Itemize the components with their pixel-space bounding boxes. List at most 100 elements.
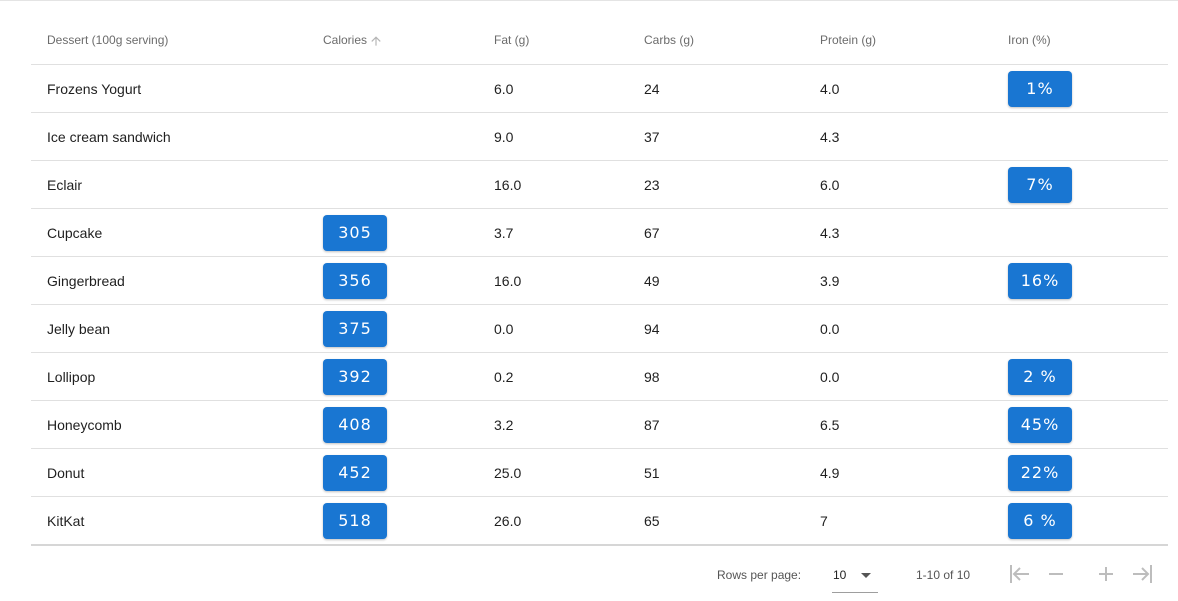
header-iron[interactable]: Iron (%) (1008, 16, 1168, 65)
table-row[interactable]: Jelly bean 375 0.0 94 0.0 (31, 304, 1168, 353)
minus-icon[interactable] (1044, 562, 1068, 586)
cell-iron: 16% (1008, 256, 1168, 305)
protein-value: 0.0 (820, 368, 840, 385)
fat-value: 3.2 (494, 416, 514, 433)
carbs-value: 51 (644, 464, 660, 481)
table-row[interactable]: Frozens Yogurt 6.0 24 4.0 1% (31, 64, 1168, 113)
header-calories[interactable]: Calories (323, 16, 494, 65)
table-row[interactable]: Eclair 16.0 23 6.0 7% (31, 160, 1168, 209)
table-row[interactable]: Honeycomb 408 3.2 87 6.5 45% (31, 400, 1168, 449)
iron-badge[interactable]: 16% (1008, 262, 1072, 299)
carbs-value: 98 (644, 368, 660, 385)
cell-calories: 305 (323, 208, 494, 257)
cell-iron: 7% (1008, 160, 1168, 209)
carbs-value: 24 (644, 80, 660, 97)
cell-fat: 16.0 (494, 256, 644, 305)
name-value: Frozens Yogurt (47, 80, 142, 97)
protein-value: 4.3 (820, 128, 840, 145)
cell-protein: 6.0 (820, 160, 1008, 209)
cell-carbs: 67 (644, 208, 820, 257)
table-header-row: Dessert (100g serving) Calories Fat (g) … (31, 16, 1168, 65)
table-row[interactable]: Cupcake 305 3.7 67 4.3 (31, 208, 1168, 257)
header-protein[interactable]: Protein (g) (820, 16, 1008, 65)
table-row[interactable]: Gingerbread 356 16.0 49 3.9 16% (31, 256, 1168, 305)
header-carbs[interactable]: Carbs (g) (644, 16, 820, 65)
plus-icon[interactable] (1094, 562, 1118, 586)
cell-fat: 3.7 (494, 208, 644, 257)
protein-value: 6.5 (820, 416, 840, 433)
carbs-value: 49 (644, 272, 660, 289)
cell-iron: 2 % (1008, 352, 1168, 401)
cell-carbs: 51 (644, 448, 820, 497)
calories-badge[interactable]: 452 (323, 454, 387, 491)
cell-carbs: 94 (644, 304, 820, 353)
protein-value: 6.0 (820, 176, 840, 193)
cell-dessert: Donut (31, 448, 323, 497)
cell-iron: 1% (1008, 64, 1168, 113)
calories-badge[interactable]: 375 (323, 310, 387, 347)
fat-value: 16.0 (494, 272, 522, 289)
fat-value: 25.0 (494, 464, 522, 481)
fat-value: 0.2 (494, 368, 514, 385)
cell-protein: 6.5 (820, 400, 1008, 449)
name-value: Ice cream sandwich (47, 128, 171, 145)
cell-dessert: Ice cream sandwich (31, 112, 323, 161)
fat-value: 3.7 (494, 224, 514, 241)
cell-calories: 408 (323, 400, 494, 449)
iron-badge[interactable]: 6 % (1008, 502, 1072, 539)
carbs-value: 67 (644, 224, 660, 241)
cell-protein: 4.0 (820, 64, 1008, 113)
cell-fat: 16.0 (494, 160, 644, 209)
calories-badge[interactable]: 392 (323, 358, 387, 395)
cell-dessert: Gingerbread (31, 256, 323, 305)
table-row[interactable]: Lollipop 392 0.2 98 0.0 2 % (31, 352, 1168, 401)
calories-badge[interactable]: 518 (323, 502, 387, 539)
cell-fat: 0.2 (494, 352, 644, 401)
iron-badge[interactable]: 1% (1008, 70, 1072, 107)
cell-carbs: 37 (644, 112, 820, 161)
fat-value: 9.0 (494, 128, 514, 145)
carbs-value: 87 (644, 416, 660, 433)
iron-badge[interactable]: 7% (1008, 166, 1072, 203)
header-dessert[interactable]: Dessert (100g serving) (31, 16, 323, 65)
top-divider (0, 0, 1178, 1)
table-row[interactable]: Donut 452 25.0 51 4.9 22% (31, 448, 1168, 497)
table-row[interactable]: KitKat 518 26.0 65 7 6 % (31, 496, 1168, 546)
first-page-icon[interactable] (1008, 562, 1032, 586)
cell-protein: 4.3 (820, 208, 1008, 257)
cell-calories: 375 (323, 304, 494, 353)
rows-per-page-select[interactable]: 10 (832, 556, 878, 593)
iron-badge[interactable]: 45% (1008, 406, 1072, 443)
cell-iron (1008, 208, 1168, 257)
arrow-up-icon[interactable] (369, 34, 383, 48)
header-fat[interactable]: Fat (g) (494, 16, 644, 65)
name-value: Honeycomb (47, 416, 122, 433)
cell-iron: 6 % (1008, 496, 1168, 546)
cell-fat: 3.2 (494, 400, 644, 449)
cell-dessert: Jelly bean (31, 304, 323, 353)
caret-down-icon (861, 573, 871, 578)
cell-carbs: 87 (644, 400, 820, 449)
fat-value: 6.0 (494, 80, 514, 97)
cell-calories: 392 (323, 352, 494, 401)
cell-calories: 518 (323, 496, 494, 546)
cell-calories (323, 160, 494, 209)
calories-badge[interactable]: 356 (323, 262, 387, 299)
table-row[interactable]: Ice cream sandwich 9.0 37 4.3 (31, 112, 1168, 161)
pagination-footer: Rows per page: 10 1-10 of 10 (0, 556, 1178, 596)
cell-protein: 0.0 (820, 304, 1008, 353)
name-value: Cupcake (47, 224, 103, 241)
name-value: Jelly bean (47, 320, 111, 337)
iron-badge[interactable]: 2 % (1008, 358, 1072, 395)
calories-badge[interactable]: 408 (323, 406, 387, 443)
carbs-value: 23 (644, 176, 660, 193)
iron-badge[interactable]: 22% (1008, 454, 1072, 491)
protein-value: 3.9 (820, 272, 840, 289)
carbs-value: 65 (644, 512, 660, 529)
cell-calories (323, 112, 494, 161)
cell-iron (1008, 112, 1168, 161)
fat-value: 26.0 (494, 512, 522, 529)
last-page-icon[interactable] (1130, 562, 1154, 586)
calories-badge[interactable]: 305 (323, 214, 387, 251)
cell-protein: 3.9 (820, 256, 1008, 305)
